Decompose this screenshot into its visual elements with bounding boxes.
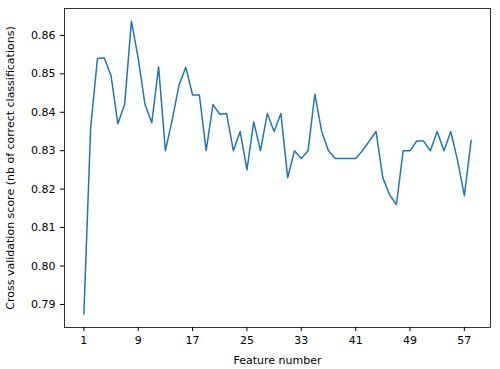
svg-text:1: 1 (80, 334, 87, 347)
svg-text:0.82: 0.82 (31, 183, 56, 196)
svg-text:0.85: 0.85 (31, 67, 56, 80)
svg-text:Feature number: Feature number (234, 354, 322, 367)
svg-text:25: 25 (240, 334, 254, 347)
svg-text:0.86: 0.86 (31, 29, 56, 42)
svg-text:49: 49 (403, 334, 417, 347)
svg-text:9: 9 (135, 334, 142, 347)
svg-text:0.80: 0.80 (31, 260, 56, 273)
svg-text:0.83: 0.83 (31, 144, 56, 157)
svg-text:33: 33 (294, 334, 308, 347)
svg-text:0.81: 0.81 (31, 221, 56, 234)
svg-text:17: 17 (186, 334, 200, 347)
svg-text:41: 41 (349, 334, 363, 347)
svg-text:0.79: 0.79 (31, 298, 56, 311)
svg-text:Cross validation score (nb of: Cross validation score (nb of correct cl… (4, 26, 17, 309)
svg-text:57: 57 (457, 334, 471, 347)
svg-text:0.84: 0.84 (31, 106, 56, 119)
